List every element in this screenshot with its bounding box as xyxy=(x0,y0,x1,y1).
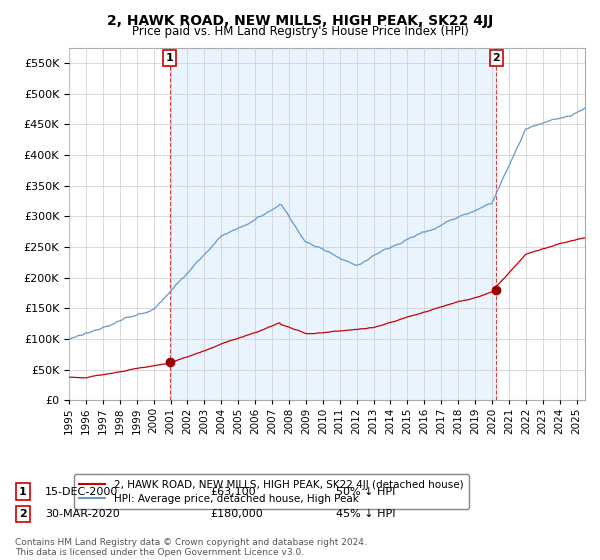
Text: 30-MAR-2020: 30-MAR-2020 xyxy=(45,509,120,519)
Text: 2: 2 xyxy=(493,53,500,63)
Text: 2, HAWK ROAD, NEW MILLS, HIGH PEAK, SK22 4JJ: 2, HAWK ROAD, NEW MILLS, HIGH PEAK, SK22… xyxy=(107,14,493,28)
Text: 1: 1 xyxy=(19,487,26,497)
Text: £63,100: £63,100 xyxy=(210,487,256,497)
Bar xyxy=(170,48,496,400)
Text: 2: 2 xyxy=(19,509,26,519)
Text: Contains HM Land Registry data © Crown copyright and database right 2024.
This d: Contains HM Land Registry data © Crown c… xyxy=(15,538,367,557)
Text: 50% ↓ HPI: 50% ↓ HPI xyxy=(336,487,395,497)
Text: Price paid vs. HM Land Registry's House Price Index (HPI): Price paid vs. HM Land Registry's House … xyxy=(131,25,469,38)
Text: 45% ↓ HPI: 45% ↓ HPI xyxy=(336,509,395,519)
Legend: 2, HAWK ROAD, NEW MILLS, HIGH PEAK, SK22 4JJ (detached house), HPI: Average pric: 2, HAWK ROAD, NEW MILLS, HIGH PEAK, SK22… xyxy=(74,474,469,509)
Text: 1: 1 xyxy=(166,53,174,63)
Text: 15-DEC-2000: 15-DEC-2000 xyxy=(45,487,118,497)
Text: £180,000: £180,000 xyxy=(210,509,263,519)
